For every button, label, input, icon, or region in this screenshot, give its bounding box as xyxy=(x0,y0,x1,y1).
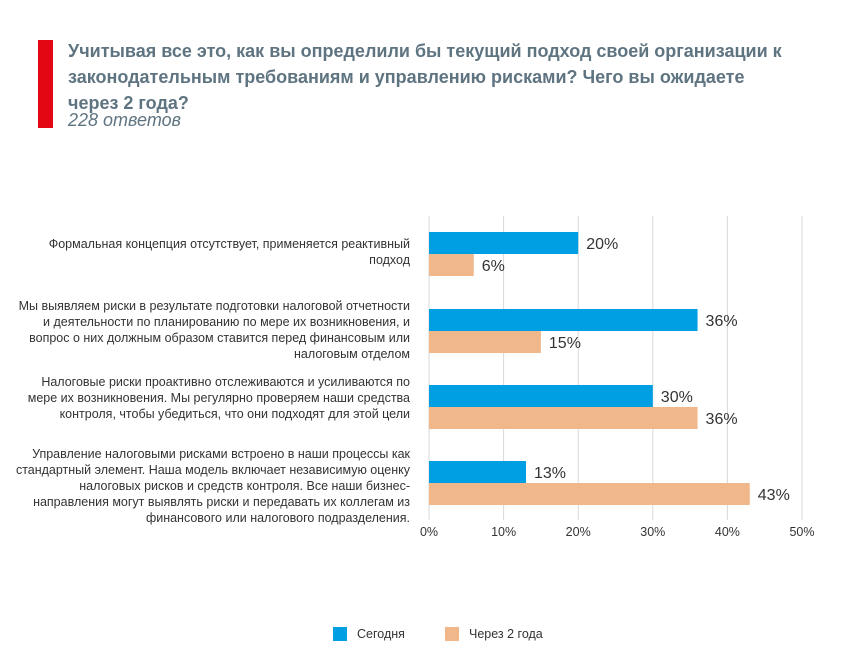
bar-future xyxy=(429,407,698,429)
legend-label-today: Сегодня xyxy=(357,627,405,641)
chart-title: Учитывая все это, как вы определили бы т… xyxy=(68,41,782,113)
bar-today xyxy=(429,309,698,331)
data-label: 15% xyxy=(549,335,581,352)
bar-future xyxy=(429,254,474,276)
x-tick-label: 10% xyxy=(491,525,516,539)
bar-today xyxy=(429,461,526,483)
category-label-1: Формальная концепция отсутствует, примен… xyxy=(48,237,410,267)
x-tick-label: 20% xyxy=(566,525,591,539)
legend-item-future: Через 2 года xyxy=(445,626,543,642)
accent-bar xyxy=(38,40,53,128)
x-tick-label: 30% xyxy=(640,525,665,539)
data-label: 30% xyxy=(661,389,693,406)
data-label: 20% xyxy=(586,236,618,253)
x-tick-label: 40% xyxy=(715,525,740,539)
data-label: 13% xyxy=(534,465,566,482)
legend-swatch-today xyxy=(333,627,347,641)
legend-label-future: Через 2 года xyxy=(469,627,543,641)
legend-item-today: Сегодня xyxy=(333,626,405,642)
bar-future xyxy=(429,483,750,505)
bar-today xyxy=(429,385,653,407)
data-label: 36% xyxy=(706,411,738,428)
legend-swatch-future xyxy=(445,627,459,641)
response-count: 228 ответов xyxy=(68,110,182,130)
data-label: 43% xyxy=(758,487,790,504)
category-label-4: Управление налоговыми рисками встроено в… xyxy=(15,447,410,525)
x-tick-label: 50% xyxy=(789,525,814,539)
x-tick-label: 0% xyxy=(420,525,438,539)
category-label-2: Мы выявляем риски в результате подготовк… xyxy=(18,299,410,361)
category-label-3: Налоговые риски проактивно отслеживаются… xyxy=(27,375,410,421)
data-label: 36% xyxy=(706,313,738,330)
bar-future xyxy=(429,331,541,353)
bar-today xyxy=(429,232,579,254)
data-label: 6% xyxy=(482,258,505,275)
